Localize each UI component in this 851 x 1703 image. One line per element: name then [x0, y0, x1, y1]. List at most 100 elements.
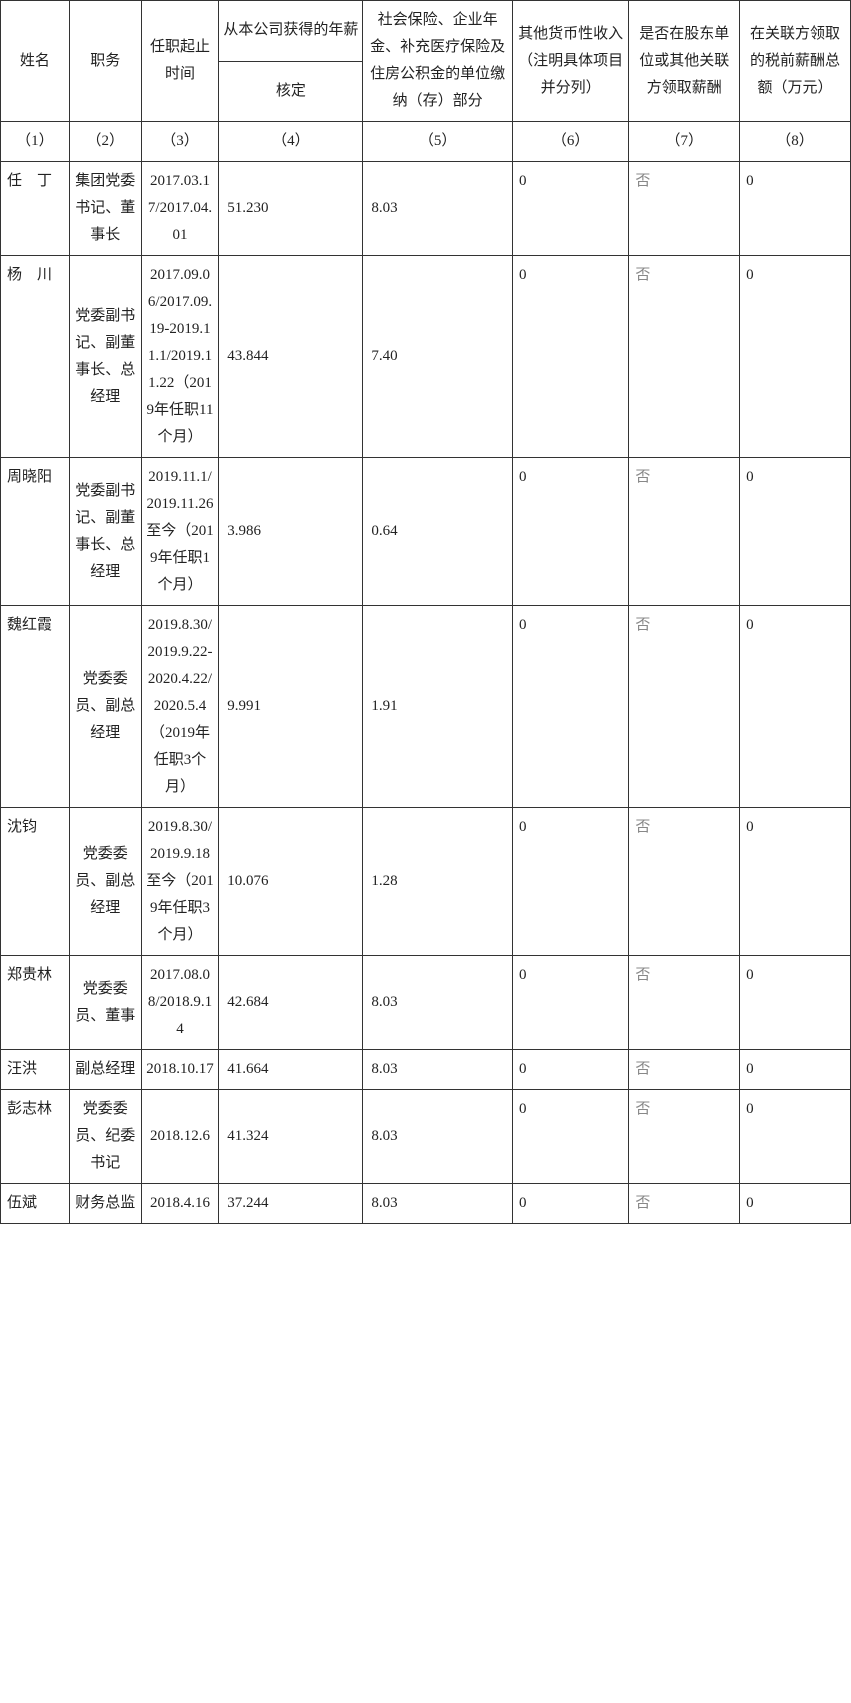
table-row: 郑贵林党委委员、董事2017.08.08/2018.9.1442.6848.03… — [1, 956, 851, 1050]
cell-name: 彭志林 — [1, 1090, 70, 1184]
cell-insurance: 8.03 — [363, 956, 513, 1050]
cell-term: 2019.8.30/2019.9.18至今（2019年任职3个月） — [141, 808, 219, 956]
cell-related: 0 — [740, 458, 851, 606]
cell-salary: 43.844 — [219, 256, 363, 458]
cell-term: 2017.03.17/2017.04.01 — [141, 162, 219, 256]
cell-insurance: 1.91 — [363, 606, 513, 808]
cell-position: 党委委员、纪委书记 — [69, 1090, 141, 1184]
cell-insurance: 8.03 — [363, 1184, 513, 1224]
cell-name: 周晓阳 — [1, 458, 70, 606]
cell-related: 0 — [740, 162, 851, 256]
header-position: 职务 — [69, 1, 141, 122]
cell-related: 0 — [740, 606, 851, 808]
cell-term: 2019.8.30/2019.9.22-2020.4.22/2020.5.4（2… — [141, 606, 219, 808]
cell-shareholder: 否 — [629, 256, 740, 458]
cell-term: 2017.08.08/2018.9.14 — [141, 956, 219, 1050]
cell-salary: 42.684 — [219, 956, 363, 1050]
cell-related: 0 — [740, 808, 851, 956]
cell-shareholder: 否 — [629, 1184, 740, 1224]
cell-salary: 41.324 — [219, 1090, 363, 1184]
cell-name: 魏红霞 — [1, 606, 70, 808]
numcol-8: （8） — [740, 122, 851, 162]
cell-salary: 51.230 — [219, 162, 363, 256]
cell-salary: 10.076 — [219, 808, 363, 956]
cell-term: 2018.12.6 — [141, 1090, 219, 1184]
table-row: 任 丁集团党委书记、董事长2017.03.17/2017.04.0151.230… — [1, 162, 851, 256]
cell-insurance: 7.40 — [363, 256, 513, 458]
cell-shareholder: 否 — [629, 162, 740, 256]
cell-name: 杨 川 — [1, 256, 70, 458]
cell-other: 0 — [512, 1050, 628, 1090]
cell-position: 党委副书记、副董事长、总经理 — [69, 458, 141, 606]
cell-related: 0 — [740, 1050, 851, 1090]
cell-shareholder: 否 — [629, 606, 740, 808]
header-other: 其他货币性收入（注明具体项目并分列） — [512, 1, 628, 122]
number-row: （1） （2） （3） （4） （5） （6） （7） （8） — [1, 122, 851, 162]
cell-position: 副总经理 — [69, 1050, 141, 1090]
salary-table: 姓名 职务 任职起止时间 从本公司获得的年薪 社会保险、企业年金、补充医疗保险及… — [0, 0, 851, 1224]
cell-name: 郑贵林 — [1, 956, 70, 1050]
cell-position: 财务总监 — [69, 1184, 141, 1224]
table-row: 杨 川党委副书记、副董事长、总经理2017.09.06/2017.09.19-2… — [1, 256, 851, 458]
table-body: 任 丁集团党委书记、董事长2017.03.17/2017.04.0151.230… — [1, 162, 851, 1224]
cell-other: 0 — [512, 458, 628, 606]
cell-shareholder: 否 — [629, 458, 740, 606]
cell-term: 2018.4.16 — [141, 1184, 219, 1224]
numcol-2: （2） — [69, 122, 141, 162]
header-salary-sub: 核定 — [219, 61, 363, 122]
cell-position: 党委委员、副总经理 — [69, 808, 141, 956]
cell-related: 0 — [740, 1090, 851, 1184]
cell-name: 任 丁 — [1, 162, 70, 256]
header-row-1: 姓名 职务 任职起止时间 从本公司获得的年薪 社会保险、企业年金、补充医疗保险及… — [1, 1, 851, 62]
cell-shareholder: 否 — [629, 808, 740, 956]
cell-other: 0 — [512, 256, 628, 458]
cell-position: 党委委员、副总经理 — [69, 606, 141, 808]
numcol-4: （4） — [219, 122, 363, 162]
cell-other: 0 — [512, 1184, 628, 1224]
cell-name: 沈钧 — [1, 808, 70, 956]
cell-insurance: 8.03 — [363, 162, 513, 256]
cell-name: 伍斌 — [1, 1184, 70, 1224]
header-name: 姓名 — [1, 1, 70, 122]
cell-insurance: 8.03 — [363, 1090, 513, 1184]
cell-salary: 9.991 — [219, 606, 363, 808]
cell-position: 集团党委书记、董事长 — [69, 162, 141, 256]
cell-term: 2018.10.17 — [141, 1050, 219, 1090]
table-row: 伍斌财务总监2018.4.1637.2448.030否0 — [1, 1184, 851, 1224]
cell-related: 0 — [740, 1184, 851, 1224]
cell-name: 汪洪 — [1, 1050, 70, 1090]
cell-other: 0 — [512, 1090, 628, 1184]
numcol-1: （1） — [1, 122, 70, 162]
cell-shareholder: 否 — [629, 956, 740, 1050]
table-row: 彭志林党委委员、纪委书记2018.12.641.3248.030否0 — [1, 1090, 851, 1184]
cell-shareholder: 否 — [629, 1090, 740, 1184]
cell-salary: 37.244 — [219, 1184, 363, 1224]
header-related: 在关联方领取的税前薪酬总额（万元） — [740, 1, 851, 122]
cell-related: 0 — [740, 256, 851, 458]
cell-term: 2017.09.06/2017.09.19-2019.11.1/2019.11.… — [141, 256, 219, 458]
cell-related: 0 — [740, 956, 851, 1050]
cell-other: 0 — [512, 808, 628, 956]
cell-position: 党委副书记、副董事长、总经理 — [69, 256, 141, 458]
cell-term: 2019.11.1/2019.11.26至今（2019年任职1个月） — [141, 458, 219, 606]
cell-other: 0 — [512, 956, 628, 1050]
cell-position: 党委委员、董事 — [69, 956, 141, 1050]
table-row: 周晓阳党委副书记、副董事长、总经理2019.11.1/2019.11.26至今（… — [1, 458, 851, 606]
header-shareholder: 是否在股东单位或其他关联方领取薪酬 — [629, 1, 740, 122]
header-salary-top: 从本公司获得的年薪 — [219, 1, 363, 62]
cell-other: 0 — [512, 162, 628, 256]
cell-insurance: 0.64 — [363, 458, 513, 606]
cell-other: 0 — [512, 606, 628, 808]
cell-insurance: 8.03 — [363, 1050, 513, 1090]
numcol-7: （7） — [629, 122, 740, 162]
numcol-6: （6） — [512, 122, 628, 162]
numcol-3: （3） — [141, 122, 219, 162]
cell-shareholder: 否 — [629, 1050, 740, 1090]
header-insurance: 社会保险、企业年金、补充医疗保险及住房公积金的单位缴纳（存）部分 — [363, 1, 513, 122]
cell-salary: 41.664 — [219, 1050, 363, 1090]
header-term: 任职起止时间 — [141, 1, 219, 122]
table-row: 魏红霞党委委员、副总经理2019.8.30/2019.9.22-2020.4.2… — [1, 606, 851, 808]
table-row: 汪洪副总经理2018.10.1741.6648.030否0 — [1, 1050, 851, 1090]
cell-salary: 3.986 — [219, 458, 363, 606]
cell-insurance: 1.28 — [363, 808, 513, 956]
